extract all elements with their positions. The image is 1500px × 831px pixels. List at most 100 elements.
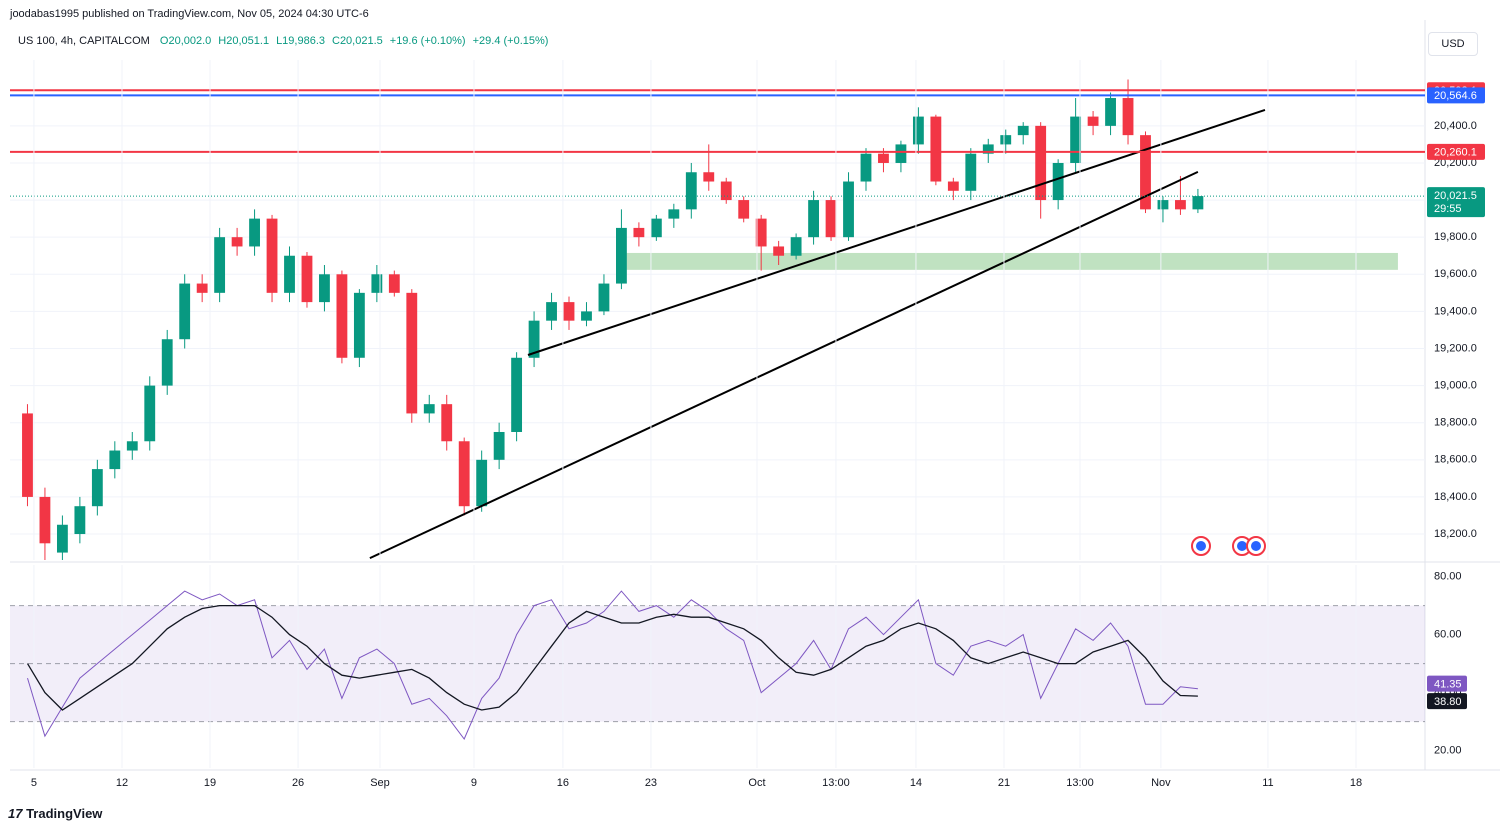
- candle-body: [22, 413, 33, 497]
- x-tick-label: 26: [292, 777, 304, 789]
- candle-body: [843, 181, 854, 238]
- x-tick-label: Oct: [748, 777, 765, 789]
- candle-body: [1175, 200, 1186, 210]
- candle-body: [196, 283, 208, 293]
- candle-body: [1087, 116, 1099, 126]
- x-tick-label: 9: [471, 777, 477, 789]
- rsi-line: [27, 590, 1198, 740]
- candle-body: [284, 255, 295, 293]
- candle-body: [74, 506, 86, 535]
- candle-body: [947, 181, 959, 191]
- x-tick-label: 19: [204, 777, 216, 789]
- candle-body: [423, 404, 435, 414]
- candle-body: [336, 274, 348, 358]
- trend-line: [369, 170, 1199, 560]
- candle-body: [39, 496, 51, 544]
- candle-body: [511, 357, 523, 432]
- publisher: joodabas1995 published on TradingView.co…: [10, 8, 369, 20]
- x-tick-label: 18: [1350, 777, 1362, 789]
- y-tick-label: 20,400.0: [1434, 120, 1477, 132]
- candle-body: [458, 441, 470, 507]
- candle-body: [91, 469, 103, 507]
- ohlc-value: O20,002.0: [159, 35, 212, 47]
- axes: 18,200.0 18,400.0 18,600.0 18,800.0 19,000.0…: [31, 82, 1485, 789]
- last-value-label: 41.35: [1434, 679, 1462, 691]
- candle-body: [266, 218, 278, 293]
- candle-body: [825, 200, 837, 238]
- ohlc-value: L19,986.3: [276, 35, 325, 47]
- symbol: US 100, 4h, CAPITALCOM: [18, 35, 150, 47]
- last-value-bg: [1427, 675, 1467, 692]
- event-icons: [1191, 536, 1266, 556]
- x-tick-label: Sep: [370, 777, 390, 789]
- y-tick-label: 20,200.0: [1434, 157, 1477, 169]
- candle-body: [528, 320, 540, 358]
- candle-body: [755, 218, 767, 247]
- chart: 18,200.0 18,400.0 18,600.0 18,800.0 19,000.0…: [10, 20, 1500, 789]
- candle-body: [650, 218, 662, 238]
- candle-body: [476, 459, 488, 507]
- candle-body: [860, 153, 872, 182]
- footer: TradingView: [26, 806, 103, 821]
- candle-body: [301, 255, 313, 303]
- candle-body: [109, 450, 121, 470]
- candle-body: [668, 209, 680, 219]
- y-tick-label: 80.00: [1434, 571, 1462, 583]
- candle-body: [1035, 125, 1047, 201]
- y-tick-label: 19,000.0: [1434, 380, 1477, 392]
- candle-body: [1070, 116, 1082, 163]
- candle-body: [965, 153, 977, 191]
- y-tick-label: 18,800.0: [1434, 417, 1477, 429]
- candle-body: [1105, 98, 1116, 126]
- candle-body: [703, 172, 715, 182]
- candle-body: [616, 227, 627, 284]
- y-tick-label: 19,400.0: [1434, 305, 1477, 317]
- footer-logo: 17 TradingView: [8, 806, 103, 821]
- candle-body: [1052, 162, 1064, 201]
- candle-body: [1140, 135, 1151, 210]
- candle-body: [249, 218, 260, 247]
- candle-body: [406, 292, 418, 414]
- level-label: 20,564.6: [1434, 90, 1477, 102]
- rsi-band-fill: [10, 605, 1425, 722]
- level-label-bg: [1427, 87, 1485, 104]
- price-pane: [10, 60, 1425, 560]
- y-tick-label: 20.00: [1434, 745, 1462, 757]
- candle-body: [161, 339, 173, 386]
- y-tick-label: 19,600.0: [1434, 268, 1477, 280]
- candle-body: [388, 274, 400, 293]
- y-tick-label: 60.00: [1434, 629, 1462, 641]
- candle-body: [790, 237, 802, 256]
- candle-body: [930, 116, 942, 182]
- candle-body: [895, 144, 907, 163]
- x-tick-label: 13:00: [1066, 777, 1094, 789]
- x-tick-label: 5: [31, 777, 37, 789]
- symbol-legend: US 100, 4h, CAPITALCOM O20,002.0 H20,051.…: [18, 35, 548, 47]
- countdown: 29:55: [1434, 203, 1462, 215]
- candle-body: [56, 524, 68, 553]
- candle-body: [546, 302, 557, 321]
- currency-button[interactable]: USD: [1428, 32, 1478, 56]
- last-value-label: 38.80: [1434, 696, 1462, 708]
- ohlc-value: C20,021.5: [332, 35, 383, 47]
- level-label: 20,260.1: [1434, 147, 1477, 159]
- rsi-pane: [10, 565, 1425, 768]
- candle-body: [738, 200, 750, 219]
- candle-body: [685, 172, 697, 210]
- candle-body: [441, 404, 453, 442]
- x-tick-label: Nov: [1151, 777, 1171, 789]
- x-tick-label: 12: [116, 777, 128, 789]
- x-tick-label: 13:00: [822, 777, 850, 789]
- candle-body: [126, 441, 138, 451]
- candle-body: [808, 200, 819, 238]
- x-tick-label: 14: [910, 777, 922, 789]
- candle-body: [1157, 200, 1169, 210]
- candle-body: [144, 385, 156, 442]
- candle-body: [633, 227, 645, 238]
- candle-body: [912, 116, 924, 145]
- ohlc-value: H20,051.1: [218, 35, 270, 47]
- rsi-line: [26, 604, 1198, 711]
- price-label: 20,021.5: [1434, 190, 1477, 202]
- candle-body: [563, 302, 575, 321]
- y-tick-label: 19,800.0: [1434, 231, 1477, 243]
